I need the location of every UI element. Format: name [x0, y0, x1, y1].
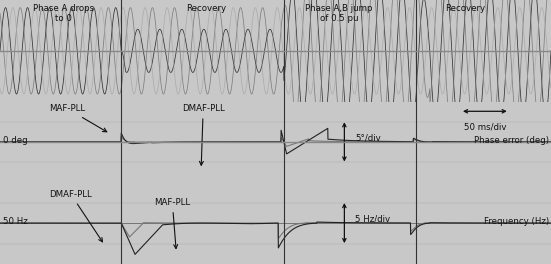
Text: Frequency (Hz): Frequency (Hz): [484, 217, 549, 226]
Text: Phase A drops
to 0: Phase A drops to 0: [33, 4, 94, 23]
Text: MAF-PLL: MAF-PLL: [50, 104, 107, 132]
Text: Phase error (deg): Phase error (deg): [474, 136, 549, 145]
Text: DMAF-PLL: DMAF-PLL: [182, 104, 225, 165]
Text: 5 Hz/div: 5 Hz/div: [355, 214, 391, 224]
Text: 5°/div: 5°/div: [355, 133, 381, 142]
Text: 0 deg: 0 deg: [3, 136, 28, 145]
Text: Phase A,B jump
of 0.5 pu: Phase A,B jump of 0.5 pu: [305, 4, 372, 23]
Text: 50 ms/div: 50 ms/div: [463, 123, 506, 132]
Text: DMAF-PLL: DMAF-PLL: [50, 190, 102, 242]
Text: MAF-PLL: MAF-PLL: [154, 198, 191, 248]
Text: 50 Hz: 50 Hz: [3, 217, 28, 226]
Text: Recovery: Recovery: [187, 4, 226, 13]
Text: Recovery: Recovery: [446, 4, 485, 13]
